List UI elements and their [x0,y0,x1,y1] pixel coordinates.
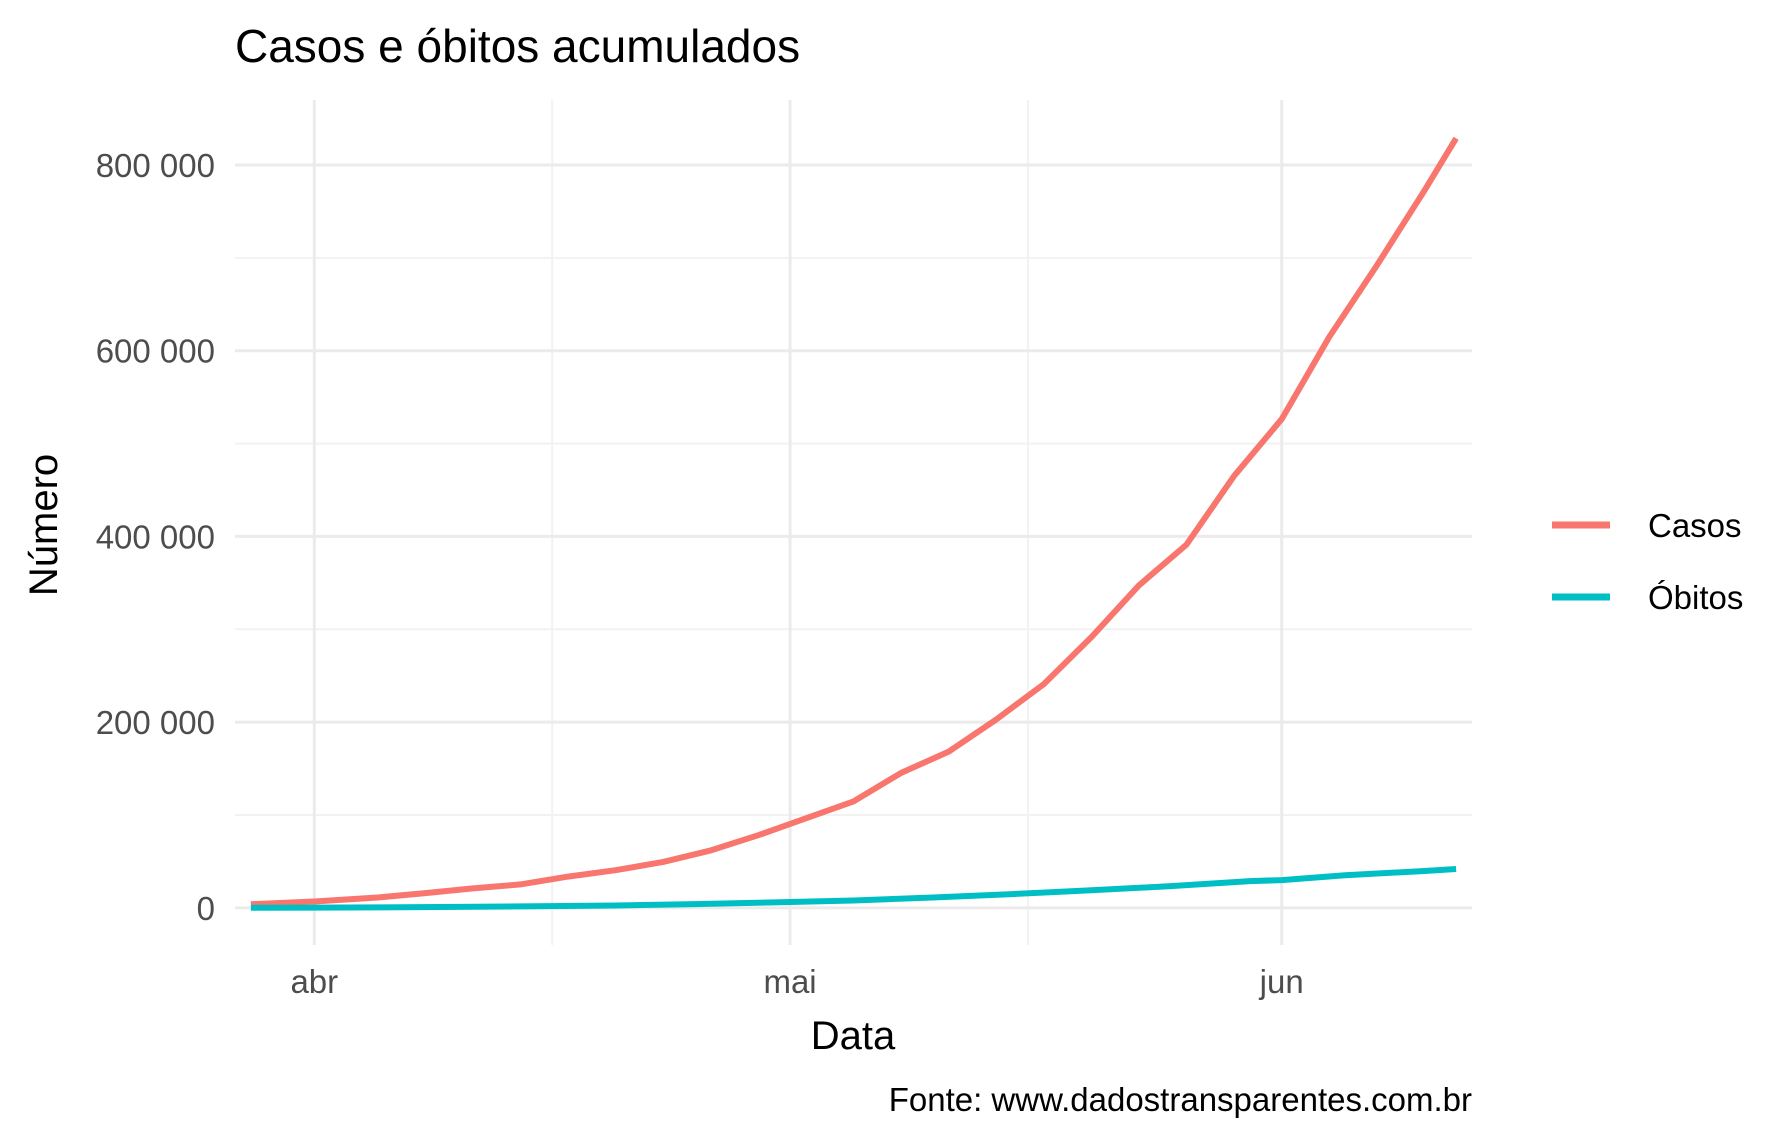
x-tick-label: mai [763,963,816,1000]
plot-grid [235,100,1472,945]
legend-label-0: Casos [1648,507,1742,544]
series-line-1 [250,866,1457,911]
x-tick-label: abr [290,963,338,1000]
y-tick-label: 0 [197,890,215,927]
y-axis-ticks: 0 200 000 400 000 600 000 800 000 [96,147,215,927]
x-tick-label: jun [1259,963,1304,1000]
y-tick-label: 800 000 [96,147,215,184]
y-tick-label: 400 000 [96,518,215,555]
legend-label-1: Óbitos [1648,579,1743,616]
y-axis-title: Número [22,454,66,596]
plot-lines [250,136,1459,911]
x-axis-ticks: abr mai jun [290,963,1303,1000]
legend: Casos Óbitos [1552,507,1743,616]
x-axis-title: Data [811,1014,896,1058]
chart-caption: Fonte: www.dadostransparentes.com.br [889,1081,1472,1118]
y-tick-label: 600 000 [96,333,215,370]
chart-title: Casos e óbitos acumulados [235,20,800,72]
series-line-0 [250,136,1459,908]
y-tick-label: 200 000 [96,704,215,741]
